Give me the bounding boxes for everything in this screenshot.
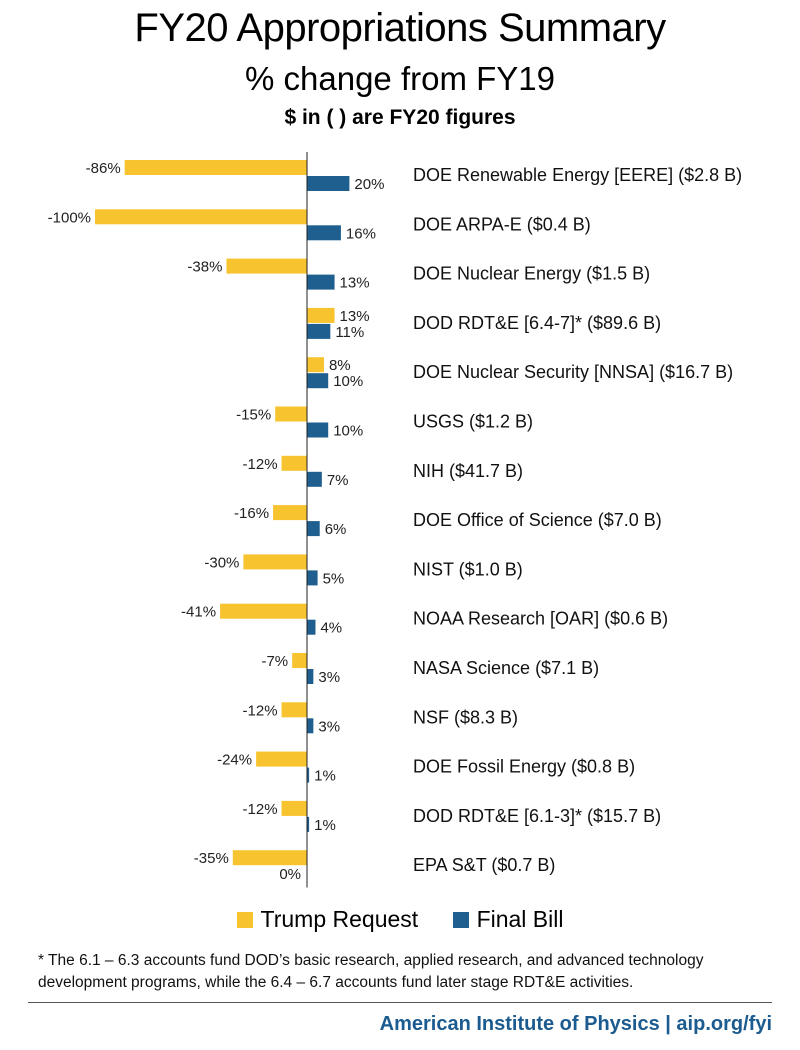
data-label-trump: -24% (217, 752, 252, 769)
footnote: * The 6.1 – 6.3 accounts fund DOD’s basi… (38, 952, 704, 991)
bar-trump (232, 850, 307, 866)
bar-trump (273, 505, 307, 521)
category-label: DOE Nuclear Energy ($1.5 B) (413, 264, 650, 284)
bar-final (307, 669, 314, 684)
category-label: DOE Renewable Energy [EERE] ($2.8 B) (413, 165, 742, 185)
bar-trump (281, 800, 307, 816)
data-label-final: 3% (318, 718, 340, 735)
data-label-final: 6% (325, 521, 347, 538)
data-label-trump: -35% (194, 850, 229, 867)
bar-final (307, 816, 310, 832)
legend-swatch-trump (236, 911, 253, 928)
category-label: DOE Fossil Energy ($0.8 B) (413, 757, 635, 777)
chart-note: $ in ( ) are FY20 figures (284, 106, 516, 129)
data-label-trump: -12% (243, 456, 278, 473)
data-label-final: 1% (314, 768, 336, 785)
category-label: DOD RDT&E [6.1-3]* ($15.7 B) (413, 806, 661, 826)
bar-final (307, 225, 341, 241)
category-label: NOAA Research [OAR] ($0.6 B) (413, 609, 668, 629)
bar-trump (243, 554, 307, 570)
bar-trump (124, 160, 308, 175)
data-label-trump: -41% (181, 604, 216, 621)
category-label: DOE ARPA-E ($0.4 B) (413, 214, 591, 234)
bar-final (307, 373, 329, 389)
data-label-final: 10% (333, 373, 363, 390)
bar-trump (220, 603, 307, 619)
legend-item-final: Final Bill (452, 906, 564, 933)
bar-trump (307, 307, 335, 323)
bar-trump (281, 455, 307, 471)
legend: Trump Request Final Bill (0, 906, 800, 934)
divider (28, 1002, 772, 1003)
data-label-trump: 13% (340, 308, 370, 325)
bar-final (307, 323, 331, 339)
data-label-final: 4% (320, 620, 342, 637)
bar-final (307, 471, 322, 487)
legend-item-trump: Trump Request (236, 906, 419, 933)
bar-final (307, 422, 329, 438)
data-label-final: 20% (354, 176, 384, 193)
data-label-trump: -100% (48, 209, 91, 226)
data-label-final: 3% (318, 669, 340, 686)
chart-subtitle: % change from FY19 (245, 60, 555, 97)
data-label-trump: -12% (243, 801, 278, 818)
data-label-final: 0% (279, 866, 301, 883)
data-label-trump: -12% (243, 702, 278, 719)
category-label: NASA Science ($7.1 B) (413, 658, 599, 678)
data-label-final: 7% (327, 472, 349, 489)
data-label-trump: -15% (236, 407, 271, 424)
bar-trump (275, 406, 307, 422)
category-label: NIST ($1.0 B) (413, 559, 523, 579)
bar-trump (281, 702, 307, 718)
bar-trump (256, 751, 307, 767)
category-label: DOE Office of Science ($7.0 B) (413, 510, 662, 530)
data-label-final: 10% (333, 423, 363, 440)
data-label-trump: -16% (234, 505, 269, 522)
data-label-trump: -86% (86, 160, 121, 177)
bar-final (307, 176, 350, 191)
data-label-final: 13% (340, 275, 370, 292)
category-label: NSF ($8.3 B) (413, 707, 518, 727)
bar-chart: -86% 20% DOE Renewable Energy [EERE] ($2.8… (48, 152, 742, 888)
bar-final (307, 718, 314, 734)
legend-label-final: Final Bill (476, 906, 564, 932)
bar-final (307, 619, 316, 635)
data-label-final: 5% (323, 570, 345, 587)
data-label-trump: -30% (204, 554, 239, 571)
data-label-final: 11% (335, 324, 364, 341)
data-label-trump: 8% (329, 357, 351, 374)
bar-trump (307, 357, 324, 373)
source-credit: American Institute of Physics | aip.org/… (379, 1013, 772, 1035)
category-label: EPA S&T ($0.7 B) (413, 855, 555, 875)
bar-trump (95, 209, 307, 225)
chart-title: FY20 Appropriations Summary (134, 6, 666, 50)
legend-swatch-final (452, 911, 469, 928)
bar-final (307, 767, 310, 783)
bar-final (307, 274, 335, 290)
bar-trump (226, 258, 307, 274)
data-label-final: 1% (314, 817, 336, 834)
category-label: NIH ($41.7 B) (413, 461, 523, 481)
category-label: USGS ($1.2 B) (413, 412, 533, 432)
legend-label-trump: Trump Request (260, 906, 419, 932)
category-label: DOD RDT&E [6.4-7]* ($89.6 B) (413, 313, 661, 333)
data-label-final: 16% (346, 225, 376, 242)
data-label-trump: -7% (261, 653, 288, 670)
category-label: DOE Nuclear Security [NNSA] ($16.7 B) (413, 362, 733, 382)
bar-final (307, 570, 318, 586)
bar-final (307, 521, 320, 537)
data-label-trump: -38% (187, 259, 222, 276)
bar-trump (292, 653, 307, 668)
